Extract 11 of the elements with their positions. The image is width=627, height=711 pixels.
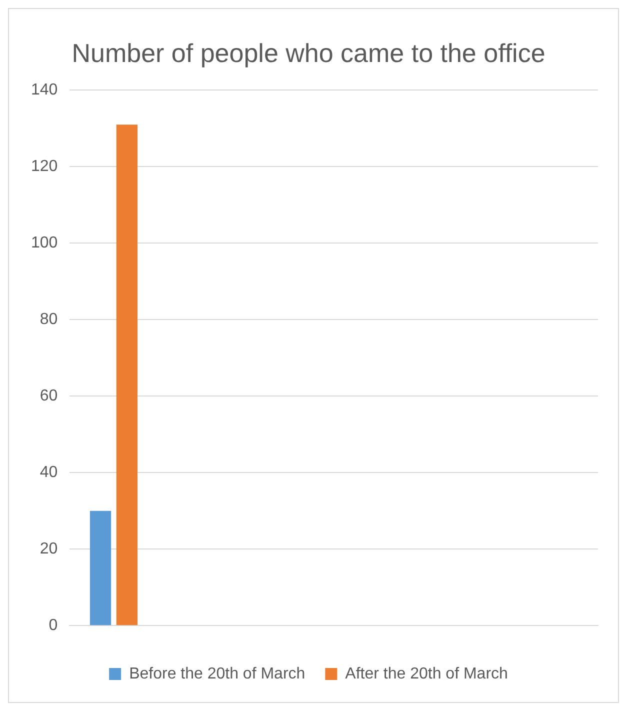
y-tick-label: 20 (40, 540, 58, 558)
y-tick-label: 80 (40, 311, 58, 328)
y-tick-label: 0 (48, 617, 58, 634)
legend-label: After the 20th of March (345, 665, 508, 682)
y-tick-label: 100 (30, 234, 58, 252)
legend-label: Before the 20th of March (129, 665, 306, 682)
chart-title: Number of people who came to the office (72, 38, 546, 68)
y-tick-label: 140 (30, 82, 58, 99)
y-tick-label: 40 (40, 464, 58, 482)
y-tick-label: 60 (40, 388, 58, 405)
y-tick-label: 120 (30, 158, 58, 176)
